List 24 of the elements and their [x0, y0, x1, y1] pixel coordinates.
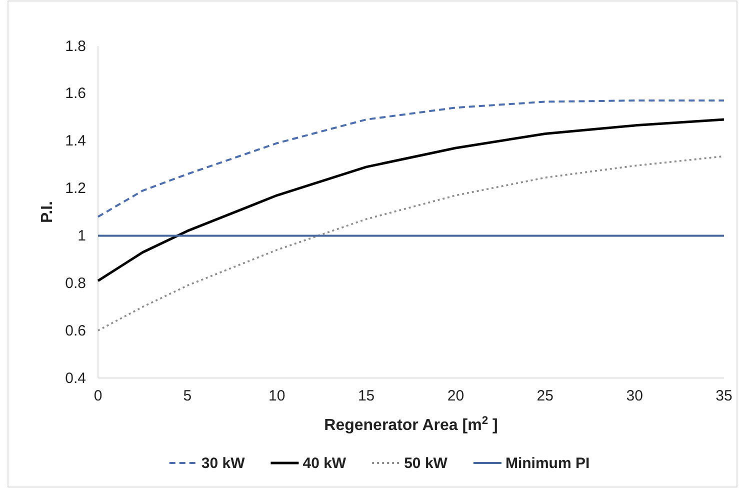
- y-tick-label: 1.4: [65, 132, 86, 150]
- x-tick-label: 30: [626, 388, 643, 405]
- y-axis-title: P.I.: [39, 201, 56, 223]
- y-tick-label: 1.2: [65, 180, 86, 198]
- y-tick-label: 0.8: [65, 274, 86, 292]
- legend-label: 30 kW: [201, 455, 246, 472]
- x-axis-title: Regenerator Area [m$^{2}$ ]: [324, 415, 498, 434]
- legend-label: 40 kW: [302, 455, 347, 472]
- x-tick-label: 0: [94, 388, 102, 405]
- x-tick-label: 20: [447, 388, 464, 405]
- x-tick-label: 10: [268, 388, 286, 405]
- line-series: [97, 100, 725, 218]
- x-tick-label: 15: [358, 388, 375, 405]
- x-tick-label: 25: [536, 388, 554, 405]
- y-tick-label: 0.4: [65, 370, 86, 387]
- y-tick-label: 0.6: [65, 322, 86, 340]
- y-tick-label: 1.8: [65, 38, 86, 55]
- line-series: [96, 118, 726, 282]
- x-tick-label: 5: [183, 388, 192, 405]
- y-tick-label: 1.6: [65, 85, 86, 102]
- x-tick-label: 35: [716, 388, 732, 405]
- y-tick-label: 1: [78, 228, 86, 245]
- legend-label: 50 kW: [404, 455, 448, 472]
- legend-label: Minimum PI: [505, 455, 590, 472]
